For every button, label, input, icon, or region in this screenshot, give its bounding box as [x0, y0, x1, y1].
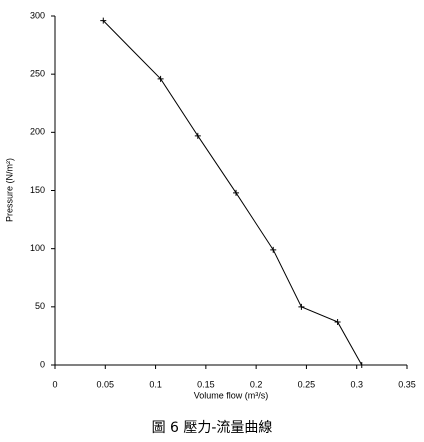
x-tick-label: 0.25 — [298, 379, 316, 389]
marker — [358, 362, 365, 368]
x-tick-label: 0.05 — [97, 379, 115, 389]
caption: 圖 6 壓力-流量曲線 — [152, 420, 273, 436]
marker — [298, 303, 305, 310]
x-tick-label: 0.1 — [149, 379, 162, 389]
marker — [270, 246, 277, 253]
x-tick-label: 0 — [52, 379, 57, 389]
y-tick-label: 50 — [35, 301, 45, 311]
y-tick-label: 250 — [30, 69, 45, 79]
y-tick-label: 300 — [30, 10, 45, 20]
x-axis-label: Volume flow (m³/s) — [194, 390, 269, 400]
marker — [233, 189, 240, 196]
marker — [100, 17, 107, 24]
x-tick-label: 0.35 — [398, 379, 416, 389]
y-tick-label: 150 — [30, 185, 45, 195]
y-tick-label: 100 — [30, 243, 45, 253]
x-tick-label: 0.2 — [250, 379, 263, 389]
line — [102, 20, 363, 366]
marker — [334, 318, 341, 325]
y-tick-label: 200 — [30, 127, 45, 137]
x-tick-label: 0.3 — [350, 379, 363, 389]
y-axis-label: Pressure (N/m²) — [4, 158, 14, 222]
marker — [157, 75, 164, 82]
y-tick-label: 0 — [40, 359, 45, 369]
marker — [194, 132, 201, 139]
x-tick-label: 0.15 — [197, 379, 215, 389]
